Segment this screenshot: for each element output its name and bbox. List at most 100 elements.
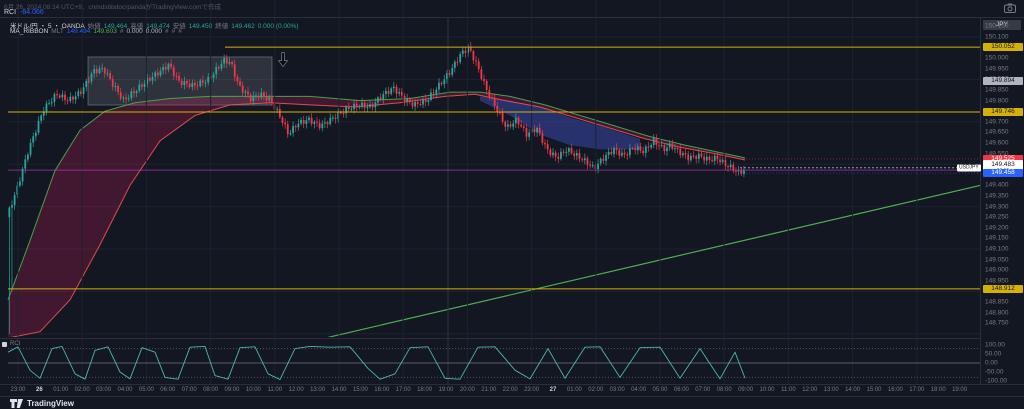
rci-tick: -100.00: [985, 377, 1008, 385]
legend-part: #: [178, 28, 182, 35]
legend-part: 米ドル/円 ・ 5 ・ OANDA: [10, 23, 85, 30]
bottom-bar: TradingView: [0, 396, 1024, 409]
price-tick: 149.650: [985, 128, 1009, 136]
gray-price-label: 149.894: [983, 76, 1023, 85]
time-axis-label: 01:00: [53, 387, 69, 393]
time-axis-label: 04:00: [117, 387, 133, 393]
symbol-price-chip: USDJPY: [957, 164, 981, 172]
price-tick: 149.300: [985, 203, 1009, 211]
time-axis-label: 09:00: [738, 387, 754, 393]
rci-tick: 100.00: [985, 341, 1005, 349]
legend-part: 0.000: [126, 28, 143, 35]
legend-part: 149.494: [66, 28, 91, 35]
pane-divider[interactable]: [0, 338, 980, 339]
time-axis-label: 03:00: [609, 387, 625, 393]
time-axis-label: 16:00: [374, 387, 390, 393]
currency-label: JPY: [983, 20, 1021, 30]
time-axis-label: 14:00: [331, 387, 347, 393]
price-tick: 149.700: [985, 118, 1009, 126]
rci-collapsed-pane-legend[interactable]: RCI -84.066: [4, 9, 44, 16]
yellow-line-price-label: 149.746: [983, 108, 1023, 117]
time-axis-label: 04:00: [631, 387, 647, 393]
pane-divider-top[interactable]: [0, 17, 1024, 18]
time-axis-label: 13:00: [310, 387, 326, 393]
time-axis-label: 20:00: [459, 387, 475, 393]
time-axis[interactable]: 23:00 26 01:00 02:00 03:00 04:00 05:00 06:00 07:…: [0, 384, 1024, 397]
time-axis-label: 17:00: [395, 387, 411, 393]
time-axis-label: 18:00: [417, 387, 433, 393]
legend-part: MA_RIBBON: [10, 28, 49, 35]
price-tick: 150.100: [985, 33, 1009, 41]
time-axis-label: 11:00: [267, 387, 283, 393]
legend-part: 終値: [215, 23, 229, 30]
legend-part: 安値: [172, 23, 186, 30]
legend-part: 0.000: [145, 28, 163, 35]
time-axis-label: 23:00: [10, 387, 26, 393]
legend-part: 149.464: [103, 23, 128, 30]
time-axis-label: 21:00: [481, 387, 497, 393]
legend-part: 高値: [130, 23, 144, 30]
yellow-line-price-label: 148.912: [983, 284, 1023, 293]
legend-part: 149.462: [231, 23, 255, 30]
price-tick: 149.000: [985, 266, 1009, 274]
price-tick: 149.550: [985, 150, 1009, 158]
rci-tick: -50.00: [985, 368, 1004, 376]
time-axis-label: 07:00: [695, 387, 711, 393]
camera-icon[interactable]: [1004, 3, 1016, 13]
ma-ribbon-legend-row[interactable]: MA_RIBBON MLT 149.494 149.603 #0.000 0.000 # # #: [10, 28, 185, 35]
time-axis-label: 12:00: [288, 387, 304, 393]
time-axis-date-label: 26: [36, 387, 43, 393]
time-axis-label: 05:00: [652, 387, 668, 393]
time-axis-label: 13:00: [823, 387, 839, 393]
legend-part: #: [165, 28, 169, 35]
time-axis-label: 15:00: [866, 387, 882, 393]
price-tick: 148.950: [985, 277, 1009, 285]
time-axis-label: 14:00: [845, 387, 861, 393]
rci-pane-legend[interactable]: RCI: [10, 341, 21, 347]
price-axis[interactable]: JPY 150.150150.100150.050150.000149.9501…: [957, 18, 1024, 385]
time-axis-label: 05:00: [138, 387, 154, 393]
legend-part: MLT: [51, 28, 64, 35]
time-axis-label: 08:00: [203, 387, 219, 393]
price-tick: 150.000: [985, 54, 1009, 62]
rci-indicator-label: RCI: [4, 9, 17, 16]
tradingview-logo-icon: [10, 399, 23, 408]
legend-part: #: [119, 28, 124, 35]
tradingview-logo[interactable]: TradingView: [10, 399, 74, 408]
price-tick: 149.950: [985, 65, 1009, 73]
price-tick: 149.350: [985, 192, 1009, 200]
rci-tick: 0.00: [985, 359, 998, 367]
legend-part: 0.000 (0.00%): [257, 23, 299, 30]
time-axis-label: 22:00: [502, 387, 518, 393]
rci-pane-legend-icon[interactable]: [2, 342, 7, 347]
time-axis-label: 11:00: [781, 387, 796, 393]
symbol-legend-row[interactable]: 米ドル/円 ・ 5 ・ OANDA 始値 149.464 高値 149.474 安値 149…: [10, 20, 302, 30]
watermark-text: 6月 26, 2024 08:14 UTC+9、cnmdsbbdocrpanda…: [4, 4, 221, 11]
time-axis-label: 02:00: [74, 387, 90, 393]
time-axis-label: 03:00: [96, 387, 112, 393]
price-tick: 149.150: [985, 234, 1009, 242]
time-axis-label: 15:00: [352, 387, 368, 393]
time-axis-label: 07:00: [181, 387, 197, 393]
time-axis-label: 16:00: [887, 387, 903, 393]
rci-indicator-value: -84.066: [20, 9, 44, 16]
legend-part: 149.603: [93, 28, 117, 35]
legend-part: 始値: [87, 23, 101, 30]
price-tick: 149.250: [985, 213, 1009, 221]
time-axis-label: 06:00: [673, 387, 689, 393]
time-axis-label: 23:00: [524, 387, 540, 393]
time-axis-label: 02:00: [588, 387, 604, 393]
time-axis-label: 17:00: [909, 387, 925, 393]
legend-part: #: [171, 28, 176, 35]
yellow-line-price-label: 150.052: [983, 43, 1023, 52]
time-axis-label: 18:00: [930, 387, 946, 393]
price-tick: 149.400: [985, 181, 1009, 189]
time-axis-label: 08:00: [716, 387, 732, 393]
price-tick: 149.600: [985, 139, 1009, 147]
ask-price-label: 149.525: [983, 154, 1023, 163]
price-tick: 149.100: [985, 245, 1009, 253]
time-axis-date-label: 27: [549, 387, 557, 393]
price-tick: 149.200: [985, 224, 1009, 232]
